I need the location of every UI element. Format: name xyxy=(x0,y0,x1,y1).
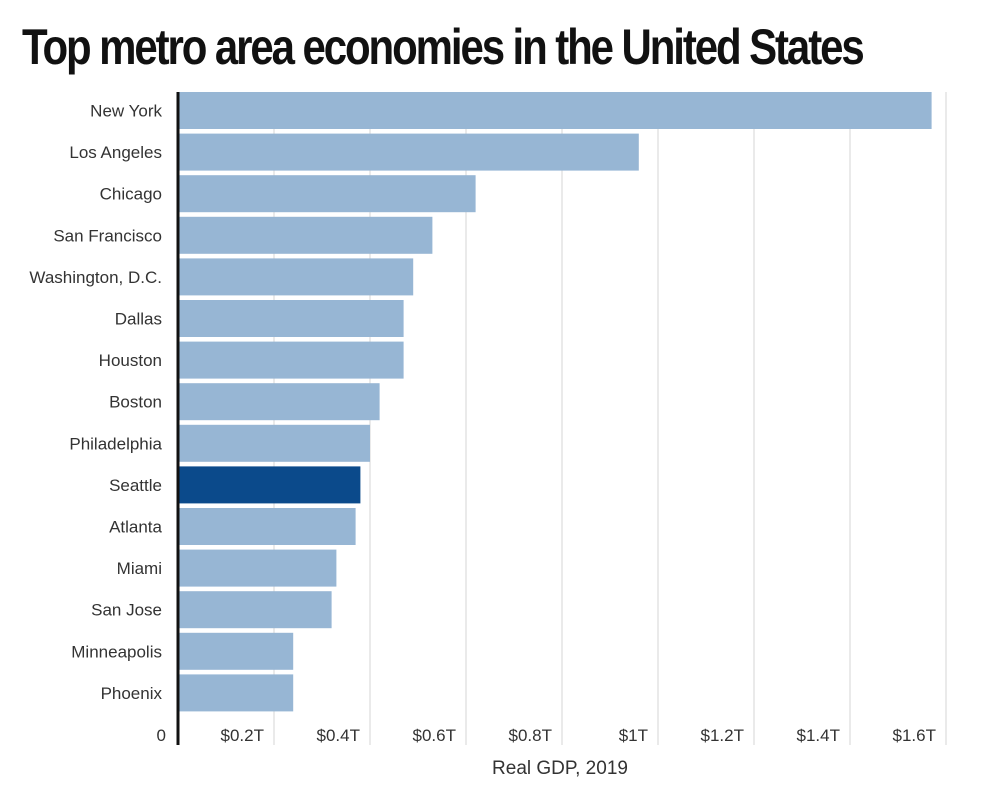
bar-dallas xyxy=(178,300,404,337)
bar-los-angeles xyxy=(178,133,639,171)
category-label: New York xyxy=(90,102,162,121)
category-label: Dallas xyxy=(115,310,162,329)
bar-atlanta xyxy=(178,508,356,545)
bar-chicago xyxy=(178,175,476,213)
bar-san-jose xyxy=(178,591,332,629)
category-label: Seattle xyxy=(109,476,162,495)
bar-seattle xyxy=(178,466,361,504)
x-tick-label: $0.2T xyxy=(221,726,264,745)
x-tick-label: $1.6T xyxy=(893,726,936,745)
category-label: Washington, D.C. xyxy=(29,268,162,287)
bar-washington-d-c- xyxy=(178,258,414,296)
category-label: Philadelphia xyxy=(69,434,162,453)
bar-miami xyxy=(178,549,337,587)
x-axis-label: Real GDP, 2019 xyxy=(492,758,628,779)
category-label: San Jose xyxy=(91,601,162,620)
category-label: Chicago xyxy=(100,185,162,204)
bar-san-francisco xyxy=(178,216,433,254)
category-label: Boston xyxy=(109,393,162,412)
category-label: Houston xyxy=(99,351,162,370)
category-label: Phoenix xyxy=(101,684,163,703)
bar-boston xyxy=(178,383,380,421)
bar-phoenix xyxy=(178,674,294,712)
x-tick-label: $0.6T xyxy=(413,726,456,745)
x-tick-label: $1T xyxy=(619,726,648,745)
category-label: San Francisco xyxy=(53,226,162,245)
bar-houston xyxy=(178,341,404,379)
x-tick-label: $1.4T xyxy=(797,726,840,745)
bar-new-york xyxy=(178,92,932,129)
x-tick-label: 0 xyxy=(157,726,166,745)
category-label: Minneapolis xyxy=(71,642,162,661)
category-label: Los Angeles xyxy=(69,143,162,162)
x-tick-label: $0.8T xyxy=(509,726,552,745)
x-tick-label: $1.2T xyxy=(701,726,744,745)
x-tick-label: $0.4T xyxy=(317,726,360,745)
category-label: Atlanta xyxy=(109,518,162,537)
category-label: Miami xyxy=(117,559,162,578)
bar-minneapolis xyxy=(178,632,294,670)
chart-title: Top metro area economies in the United S… xyxy=(22,19,865,75)
bar-philadelphia xyxy=(178,424,370,462)
